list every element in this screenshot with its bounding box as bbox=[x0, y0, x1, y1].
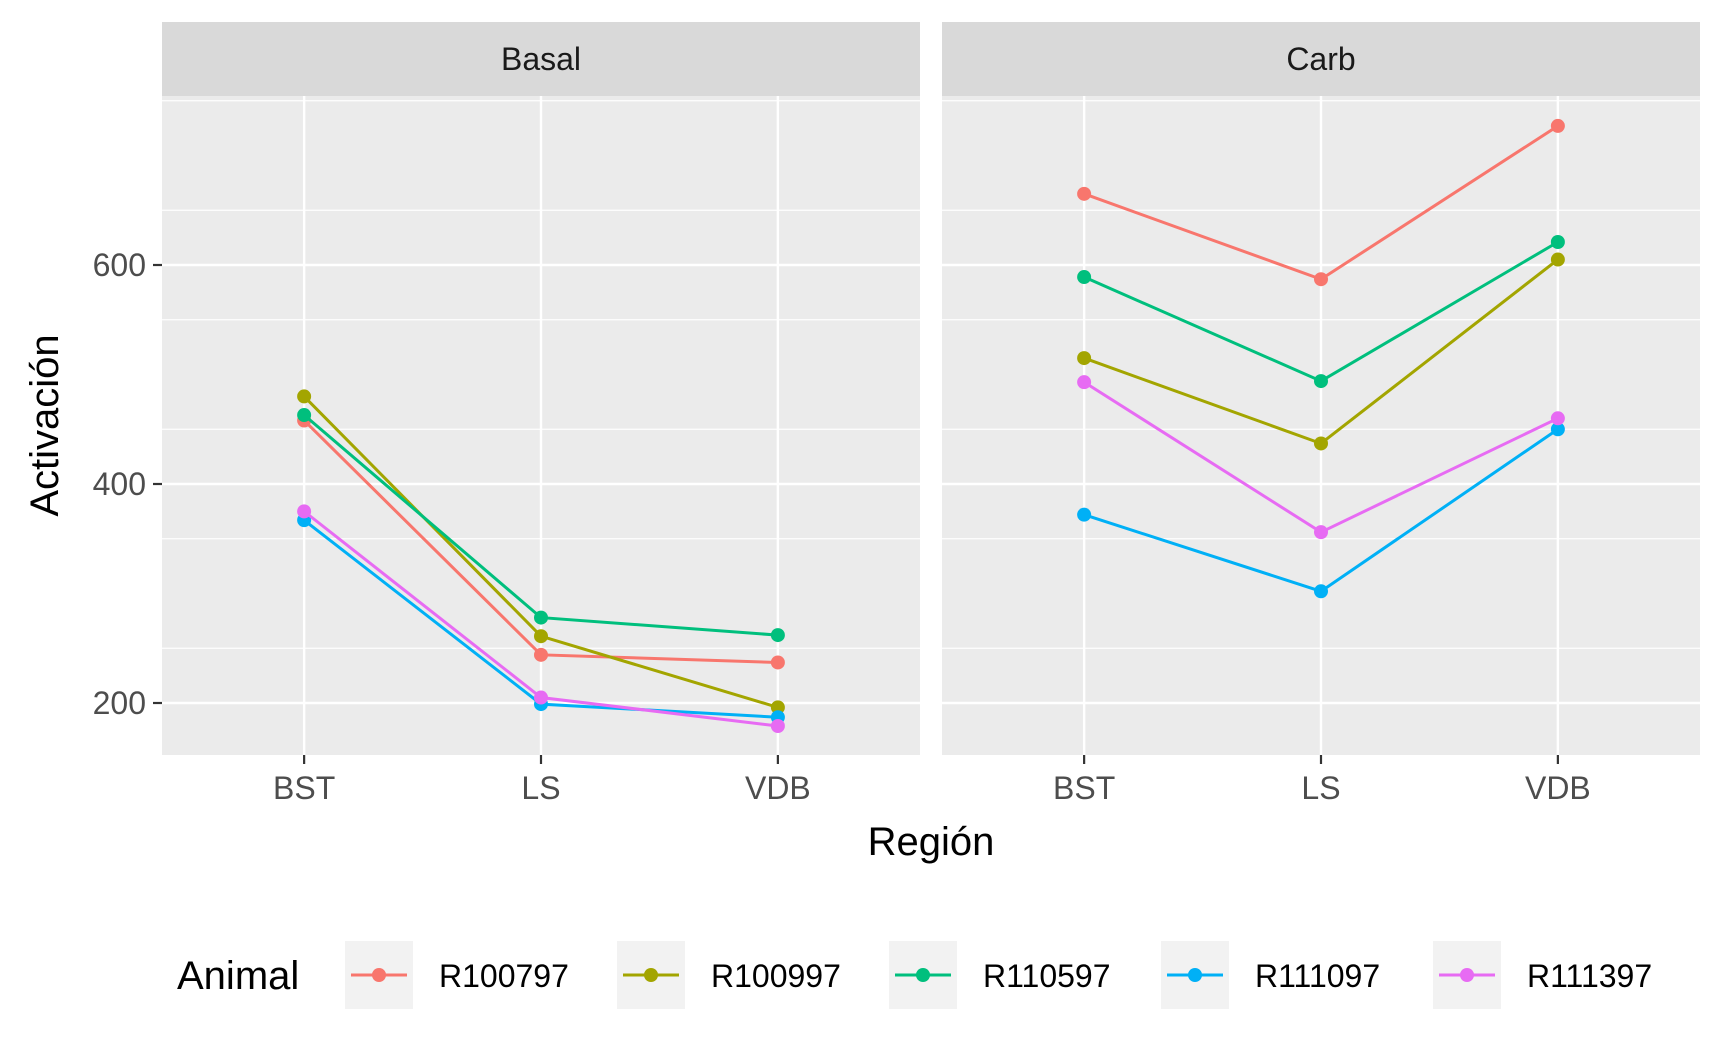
facet-strip-label: Carb bbox=[1286, 41, 1355, 77]
data-point-R110597 bbox=[297, 408, 312, 423]
facet-strip-label: Basal bbox=[501, 41, 581, 77]
data-point-R111097 bbox=[1077, 507, 1092, 522]
data-point-R100997 bbox=[1314, 436, 1328, 451]
data-point-R111397 bbox=[534, 690, 548, 705]
data-point-R110597 bbox=[534, 610, 548, 625]
data-point-R111097 bbox=[1550, 422, 1565, 437]
y-tick-label: 200 bbox=[93, 685, 146, 721]
legend-key-point bbox=[372, 968, 386, 982]
data-point-R100997 bbox=[1550, 252, 1565, 267]
y-axis-title: Activación bbox=[23, 334, 67, 516]
data-point-R100997 bbox=[770, 700, 785, 715]
legend-title: Animal bbox=[177, 954, 299, 998]
legend-label: R110597 bbox=[983, 958, 1111, 994]
data-point-R110597 bbox=[1314, 374, 1328, 389]
data-point-R111397 bbox=[770, 718, 785, 733]
legend-key-point bbox=[1188, 968, 1202, 982]
data-point-R100997 bbox=[297, 389, 312, 404]
legend-label: R111397 bbox=[1527, 958, 1652, 994]
legend-key-point bbox=[916, 968, 930, 982]
y-tick-label: 600 bbox=[93, 247, 146, 283]
x-tick-label: LS bbox=[521, 770, 560, 806]
x-tick-label: BST bbox=[1053, 770, 1115, 806]
data-point-R100797 bbox=[1077, 186, 1092, 201]
x-tick-label: VDB bbox=[1525, 770, 1591, 806]
data-point-R110597 bbox=[1077, 270, 1092, 285]
x-tick-label: BST bbox=[273, 770, 335, 806]
x-axis-title: Región bbox=[868, 820, 995, 864]
data-point-R110597 bbox=[770, 628, 785, 643]
data-point-R100797 bbox=[1314, 272, 1328, 287]
data-point-R100997 bbox=[534, 629, 548, 644]
data-point-R100797 bbox=[1550, 118, 1565, 133]
x-tick-label: VDB bbox=[745, 770, 811, 806]
legend-label: R111097 bbox=[1255, 958, 1380, 994]
data-point-R110597 bbox=[1550, 235, 1565, 250]
data-point-R111397 bbox=[297, 504, 312, 519]
data-point-R100997 bbox=[1077, 351, 1092, 366]
facet-strip bbox=[162, 22, 920, 96]
data-point-R111397 bbox=[1314, 525, 1328, 540]
data-point-R111097 bbox=[1314, 584, 1328, 599]
y-tick-label: 400 bbox=[93, 466, 146, 502]
facet-strip bbox=[942, 22, 1700, 96]
legend-key-point bbox=[644, 968, 658, 982]
x-tick-label: LS bbox=[1301, 770, 1340, 806]
legend-label: R100797 bbox=[439, 958, 569, 994]
legend-label: R100997 bbox=[711, 958, 841, 994]
data-point-R100797 bbox=[770, 655, 785, 670]
legend-key-point bbox=[1460, 968, 1474, 982]
data-point-R100797 bbox=[534, 647, 548, 662]
data-point-R111397 bbox=[1077, 375, 1092, 390]
data-point-R111397 bbox=[1550, 411, 1565, 426]
